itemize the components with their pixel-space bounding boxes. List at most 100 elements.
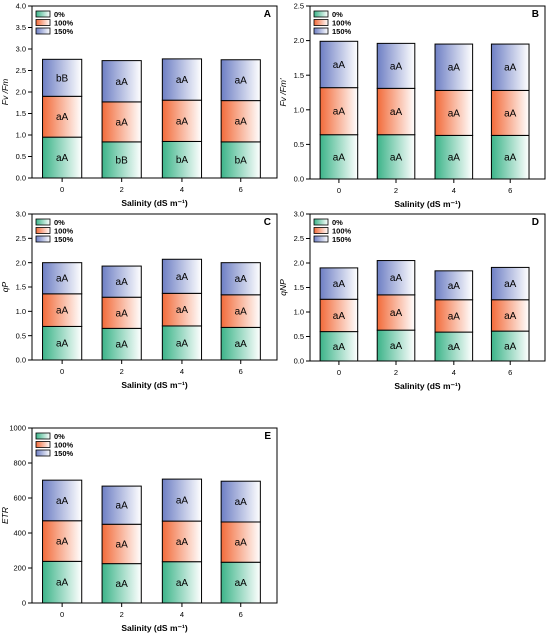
segment-label: aA: [235, 117, 248, 128]
legend-swatch: [35, 441, 51, 448]
segment-label: aA: [116, 117, 129, 128]
bar-segment: [42, 293, 83, 327]
legend-label: 0%: [54, 10, 65, 19]
y-tick-label: 0.0: [16, 174, 26, 183]
legend-swatch: [313, 27, 329, 35]
legend-label: 100%: [332, 227, 352, 236]
plot-frame: [31, 5, 278, 179]
bar-segment: [220, 480, 261, 523]
y-tick-label: 200: [13, 564, 26, 573]
bar-segment: [220, 59, 261, 102]
segment-label: aA: [176, 305, 189, 316]
segment-label: aA: [504, 153, 517, 164]
legend-label: 100%: [54, 19, 74, 28]
y-tick-label: 1.5: [16, 109, 26, 118]
bar-segment: [490, 299, 530, 332]
bar-segment: [161, 258, 203, 294]
legend-label: 150%: [332, 235, 352, 244]
segment-label: aA: [504, 342, 517, 353]
segment-label: aA: [56, 339, 69, 350]
bar-segment: [319, 331, 359, 362]
segment-label: aA: [448, 63, 461, 74]
legend-swatch: [35, 432, 51, 440]
x-tick-label: 6: [239, 367, 243, 376]
x-tick-label: 6: [239, 185, 243, 194]
bar-segment: [319, 298, 359, 333]
segment-label: aA: [333, 152, 346, 163]
bar-segment: [490, 266, 530, 301]
y-tick-label: 1.0: [294, 308, 304, 317]
y-axis-label: qNP: [278, 279, 288, 296]
segment-label: aA: [390, 308, 403, 319]
y-tick-label: 1000: [9, 424, 26, 433]
y-tick-label: 600: [13, 494, 26, 503]
legend-swatch: [35, 19, 51, 26]
y-tick-label: 1.0: [16, 131, 26, 140]
segment-label: aA: [333, 60, 346, 71]
x-tick-label: 4: [452, 186, 456, 195]
y-axis-label: ETR: [0, 507, 10, 524]
y-tick-label: 0.5: [294, 332, 304, 341]
bar-segment: [490, 134, 530, 180]
segment-label: aA: [176, 338, 189, 349]
segment-label: bB: [56, 73, 69, 84]
bar-segment: [434, 134, 474, 180]
x-tick-label: 2: [394, 368, 398, 377]
segment-label: aA: [176, 116, 189, 127]
y-tick-label: 800: [13, 459, 26, 468]
panel-d: aA aA aA 0 aA aA aA 2 aA aA aA 4 aA aA aA 6 0.0 0.5 1.0 1.5…: [278, 210, 546, 391]
bar-segment: [42, 479, 83, 522]
bar-segment: [220, 100, 261, 143]
legend-swatch: [35, 27, 51, 35]
segment-label: aA: [333, 279, 346, 290]
segment-label: aA: [235, 307, 248, 318]
segment-label: aA: [390, 341, 403, 352]
segment-label: aA: [333, 107, 346, 118]
x-tick-label: 0: [60, 367, 64, 376]
legend-label: 0%: [54, 432, 65, 441]
bar-segment: [161, 140, 203, 179]
segment-label: aA: [56, 274, 69, 285]
segment-label: aA: [235, 274, 248, 285]
x-tick-label: 6: [508, 368, 512, 377]
segment-label: aA: [116, 539, 129, 550]
x-tick-label: 2: [120, 610, 124, 619]
segment-label: aA: [448, 311, 461, 322]
y-tick-label: 0: [22, 599, 26, 608]
y-tick-label: 400: [13, 529, 26, 538]
bar-segment: [434, 299, 474, 333]
x-axis-label: Salinity (dS m⁻¹): [394, 381, 461, 391]
segment-label: aA: [448, 153, 461, 164]
legend-swatch: [35, 218, 51, 226]
segment-label: aA: [176, 496, 189, 507]
x-axis-label: Salinity (dS m⁻¹): [121, 623, 188, 633]
bar-segment: [42, 136, 83, 179]
segment-label: aA: [235, 76, 248, 87]
y-tick-label: 1.0: [294, 105, 304, 114]
segment-label: aA: [504, 311, 517, 322]
segment-label: aA: [176, 272, 189, 283]
legend-label: 100%: [54, 227, 74, 236]
y-tick-label: 0.5: [294, 140, 304, 149]
segment-label: aA: [504, 63, 517, 74]
bar-segment: [42, 95, 83, 138]
bar-segment: [434, 270, 474, 301]
y-tick-label: 1.5: [16, 283, 26, 292]
plot-frame: [31, 213, 278, 361]
plot-frame: [31, 427, 278, 604]
panel-b: aA aA aA 0 aA aA aA 2 aA aA aA 4 aA aA aA 6 0.0 0.5 1.0 1.5…: [278, 2, 546, 209]
legend-label: 100%: [54, 441, 74, 450]
panel-letter: E: [264, 431, 271, 442]
x-tick-label: 4: [452, 368, 456, 377]
bar-segment: [101, 327, 142, 361]
legend-label: 0%: [54, 218, 65, 227]
segment-label: aA: [116, 340, 129, 351]
y-tick-label: 1.5: [294, 283, 304, 292]
segment-label: aA: [116, 77, 129, 88]
bar-segment: [101, 485, 142, 525]
legend-label: 150%: [54, 235, 74, 244]
y-tick-label: 1.0: [16, 307, 26, 316]
panel-c: aA aA aA 0 aA aA aA 2 aA aA aA 4 aA aA aA 6 0.0 0.5 1.0 1.5…: [0, 210, 278, 390]
segment-label: aA: [390, 152, 403, 163]
